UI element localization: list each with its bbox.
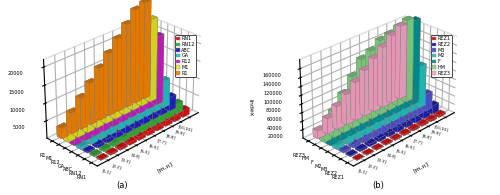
Title: (a): (a) <box>116 181 128 190</box>
Title: (b): (b) <box>372 181 384 190</box>
X-axis label: [m,n]: [m,n] <box>412 161 430 173</box>
Legend: RN1, RN12, ABC, GA, R12, M1, R1: RN1, RN12, ABC, GA, R12, M1, R1 <box>174 35 197 77</box>
X-axis label: [m,n]: [m,n] <box>156 161 174 173</box>
Legend: REZ1, REZ2, M3, M2, F, HM, REZ3: REZ1, REZ2, M3, M2, F, HM, REZ3 <box>430 35 452 77</box>
